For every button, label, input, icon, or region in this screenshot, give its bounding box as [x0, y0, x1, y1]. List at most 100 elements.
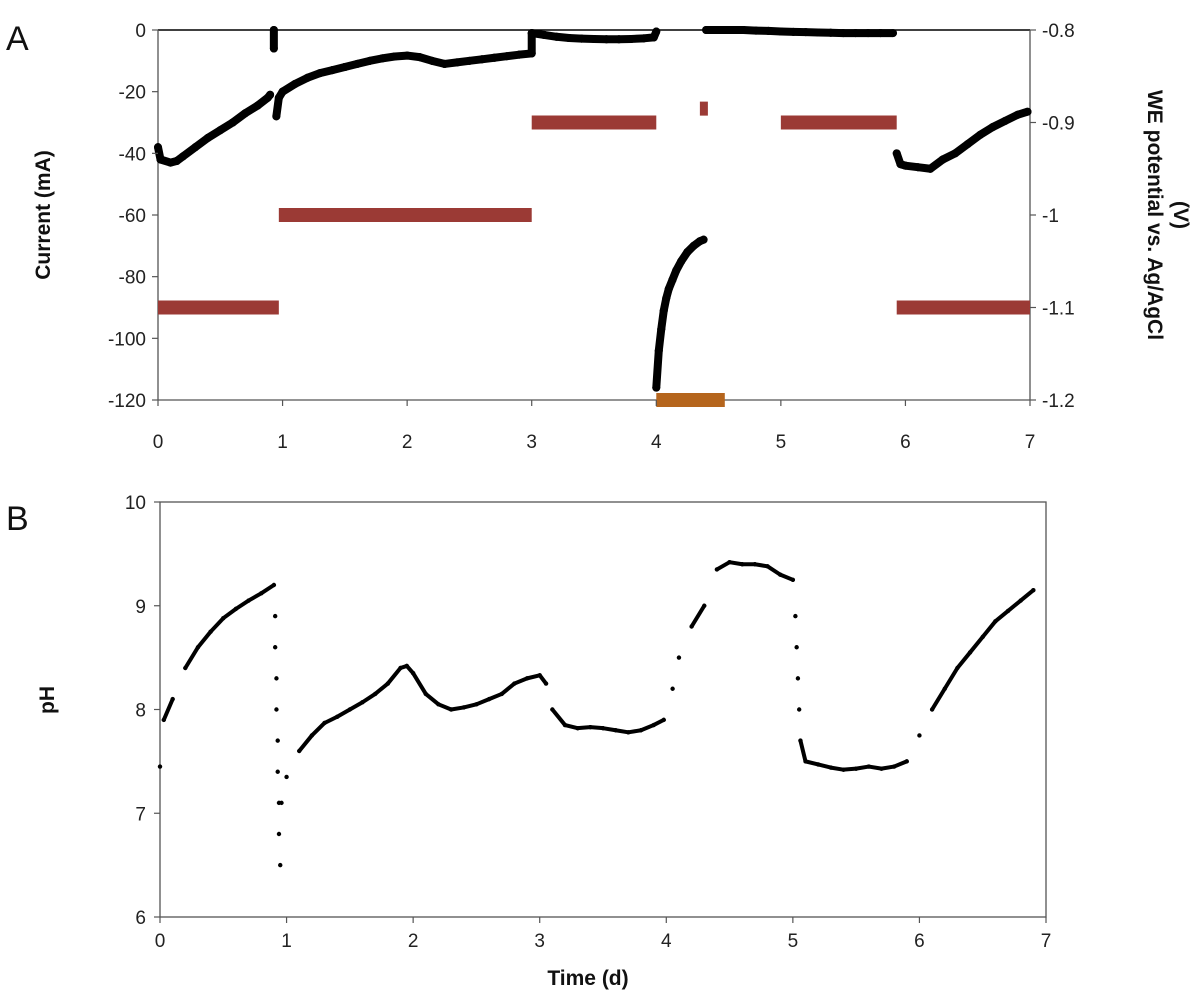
- ph-point: [274, 707, 279, 712]
- ph-point: [778, 572, 783, 577]
- ph-point: [524, 676, 530, 681]
- ph-point: [221, 616, 226, 621]
- ph-point: [955, 665, 960, 671]
- ph-point: [385, 681, 391, 686]
- ph-trace-segment: [385, 666, 403, 686]
- ph-trace-segment: [942, 666, 960, 691]
- ph-point: [562, 722, 568, 728]
- chart-b-x-tick-label: 6: [914, 931, 925, 952]
- current-point: [291, 79, 300, 88]
- ph-trace-segment: [892, 759, 909, 769]
- chart-a-y2-tick-label: -0.9: [1042, 114, 1075, 135]
- current-point: [662, 294, 671, 303]
- ph-point: [575, 725, 580, 731]
- chart-b-x-tick-label: 4: [661, 931, 672, 952]
- chart-a-x-ticks: 0 1 2 3 4 5 6 7: [153, 400, 1036, 453]
- ph-point: [274, 676, 279, 681]
- chart-b-x-tick-label: 5: [788, 931, 799, 952]
- chart-b-xlabel: Time (d): [547, 967, 628, 990]
- current-point: [988, 123, 997, 132]
- ph-trace-segment: [512, 676, 530, 686]
- ph-point: [1031, 587, 1036, 593]
- ph-trace-segment: [689, 603, 707, 629]
- current-point: [689, 241, 698, 250]
- ph-trace-segment: [714, 560, 732, 572]
- chart-a-x-tick-label: 4: [651, 432, 662, 453]
- chart-a-y-ticks: 0 -20 -40 -60 -80 -100 -120: [108, 21, 158, 412]
- ph-chart: 0 1 2 3 4 5 6 7 10 9 8 7 6 pH Time (d): [36, 493, 1051, 990]
- chart-a-y-tick-label: -60: [119, 206, 146, 227]
- ph-point: [600, 725, 606, 731]
- chart-a-x-tick-label: 7: [1025, 432, 1036, 453]
- ph-point: [208, 629, 213, 634]
- current-point: [315, 69, 324, 78]
- current-point: [776, 27, 785, 36]
- ph-point: [372, 691, 378, 697]
- ph-trace-segment: [259, 583, 276, 596]
- current-point: [668, 275, 677, 284]
- current-point: [490, 53, 499, 62]
- ph-point: [793, 613, 798, 619]
- ph-point: [689, 624, 694, 629]
- ph-trace-segment: [233, 598, 251, 611]
- ph-point: [661, 717, 666, 723]
- ph-point: [322, 720, 327, 726]
- chart-a-y-tick-label: 0: [135, 21, 146, 42]
- ph-trace-segment: [183, 645, 200, 670]
- ph-trace-segment: [474, 697, 492, 707]
- current-point: [801, 28, 810, 37]
- ph-point: [410, 670, 416, 676]
- current-point: [515, 50, 524, 59]
- ph-trace-segment: [638, 723, 656, 733]
- ph-point: [794, 645, 799, 650]
- ph-point: [279, 800, 284, 806]
- ph-point: [702, 603, 707, 608]
- chart-a-y-tick-label: -80: [119, 268, 146, 289]
- chart-b-y-tick-label: 9: [135, 597, 146, 618]
- ph-point: [550, 707, 555, 712]
- current-point: [440, 59, 449, 68]
- current-point: [699, 235, 708, 244]
- chart-a-y2-tick-label: -1: [1042, 206, 1059, 227]
- chart-a-y2label-line1: WE potential vs. Ag/AgCl: [1143, 90, 1166, 340]
- ph-point: [512, 681, 517, 686]
- ph-point: [1005, 608, 1011, 614]
- ph-point: [942, 686, 947, 691]
- current-point: [976, 130, 985, 139]
- chart-a-y2-tick-label: -0.8: [1042, 21, 1075, 42]
- current-point: [156, 155, 165, 164]
- ph-point: [765, 564, 770, 569]
- potential-segment: [780, 115, 897, 130]
- ph-point: [276, 831, 282, 837]
- ph-point: [626, 730, 631, 735]
- current-point: [269, 26, 278, 34]
- chart-b-ylabel: pH: [36, 686, 59, 714]
- ph-trace-segment: [436, 702, 454, 712]
- current-point: [378, 54, 387, 63]
- ph-point: [740, 562, 745, 567]
- current-point: [527, 29, 536, 38]
- potential-segment: [278, 208, 532, 222]
- ph-point: [360, 700, 365, 705]
- current-point: [428, 56, 437, 65]
- current-point: [938, 155, 947, 164]
- ph-trace-segment: [550, 707, 568, 728]
- chart-a-y-tick-label: -20: [119, 83, 146, 104]
- current-point: [154, 143, 162, 152]
- ph-point: [474, 702, 479, 707]
- ph-trace-segment: [411, 671, 428, 696]
- chart-a-y-tick-label: -100: [108, 329, 146, 350]
- ph-point: [195, 645, 201, 650]
- current-point: [639, 34, 648, 43]
- current-point: [1013, 110, 1022, 119]
- current-point: [614, 35, 623, 44]
- current-point: [278, 87, 287, 96]
- current-point: [839, 29, 848, 38]
- ph-trace-segment: [930, 686, 947, 712]
- current-point: [274, 93, 283, 102]
- current-point: [926, 164, 935, 173]
- ph-point: [841, 767, 846, 772]
- chart-b-x-tick-label: 1: [281, 931, 292, 952]
- ph-series: [157, 559, 1036, 868]
